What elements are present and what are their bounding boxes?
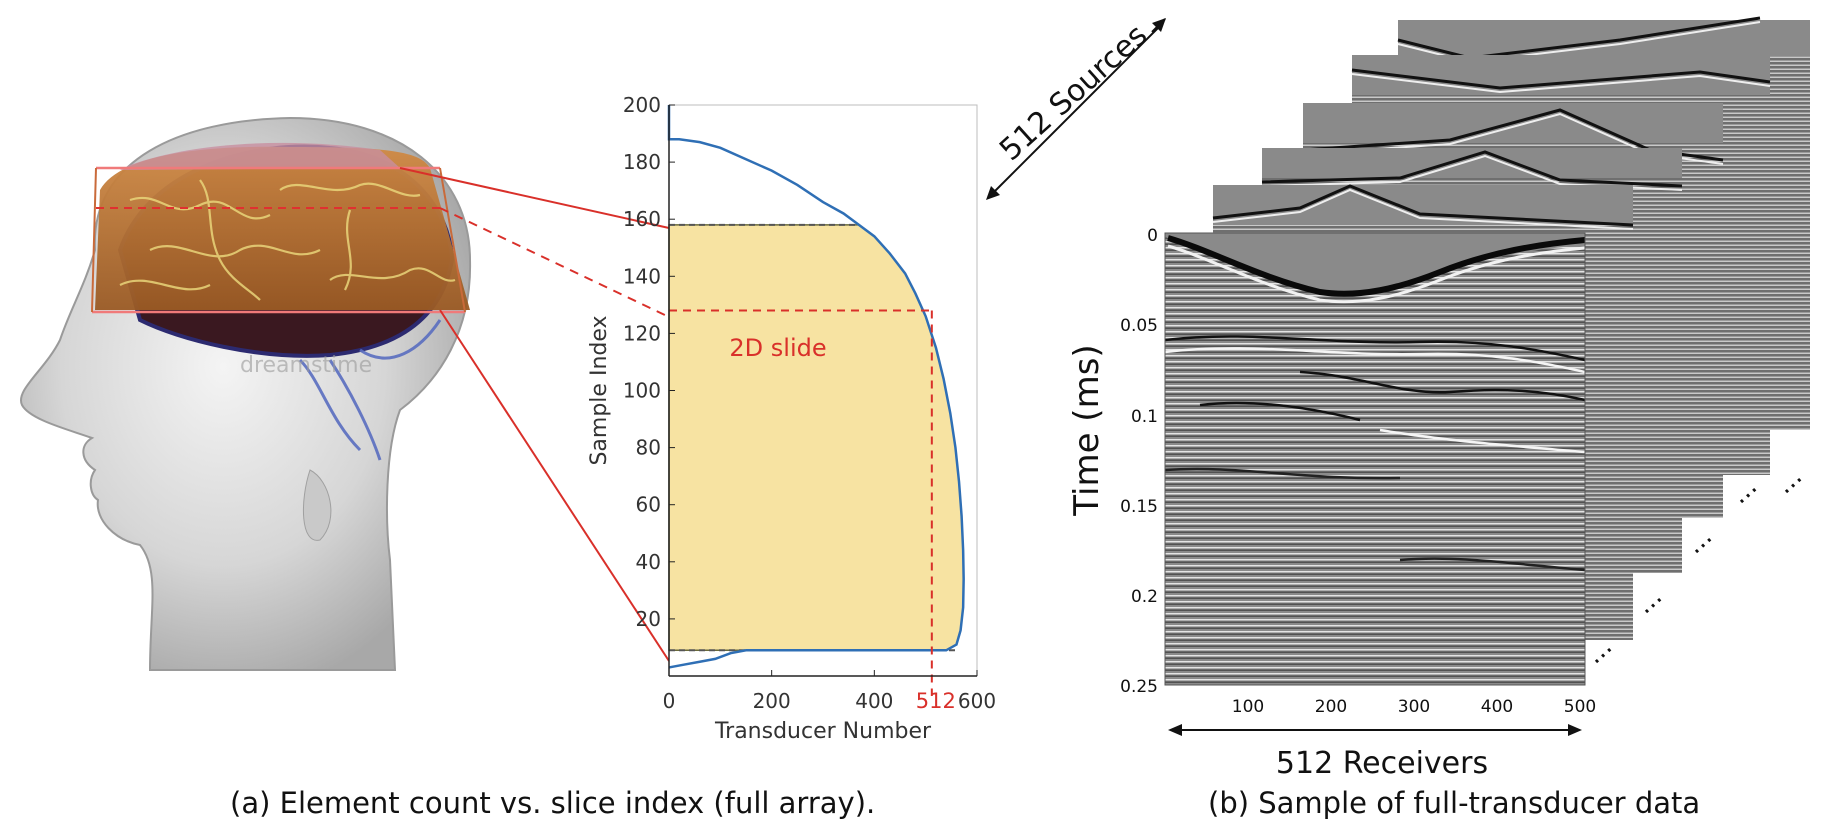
- x-tick-label: 400: [1481, 697, 1513, 717]
- ellipsis: ...: [1680, 521, 1719, 560]
- x-tick-label: 300: [1398, 697, 1430, 717]
- caption-a: (a) Element count vs. slice index (full …: [230, 786, 876, 820]
- x-tick-label: 500: [1564, 697, 1596, 717]
- x-tick-label: 100: [1232, 697, 1264, 717]
- ellipsis: ...: [1725, 471, 1764, 510]
- receivers-label: 512 Receivers: [1276, 746, 1488, 781]
- x-axis-label: Transducer Number: [714, 719, 932, 744]
- y-tick-label: 20: [636, 607, 661, 631]
- ellipsis: ...: [1770, 461, 1809, 500]
- y-tick-label: 160: [623, 207, 661, 231]
- y-tick-label: 100: [623, 379, 661, 403]
- y-tick-label: 0.05: [1120, 316, 1158, 336]
- ellipsis: ...: [1630, 581, 1669, 620]
- marker-label: 512: [916, 689, 956, 713]
- caption-b: (b) Sample of full-transducer data: [1208, 786, 1701, 820]
- y-tick-label: 60: [636, 493, 661, 517]
- x-tick-label: 200: [1315, 697, 1347, 717]
- x-tick-label: 0: [663, 689, 676, 713]
- sources-arrow: [986, 18, 1166, 200]
- y-tick-label: 0.25: [1120, 677, 1158, 697]
- y-tick-label: 0: [1147, 226, 1158, 246]
- receivers-arrow: [1168, 724, 1582, 736]
- connector-lines: [399, 167, 670, 662]
- element-count-curve: [667, 105, 965, 669]
- x-tick-label: 400: [855, 689, 893, 713]
- slide-label: 2D slide: [729, 334, 826, 362]
- seismic-stack: ... ... ... ... ... 0 0.05 0.1 0.15 0.2 …: [986, 16, 1810, 781]
- seismic-x-axis: 100 200 300 400 500: [1232, 697, 1596, 717]
- y-tick-label: 140: [623, 264, 661, 288]
- y-tick-label: 80: [636, 436, 661, 460]
- y-tick-label: 0.15: [1120, 497, 1158, 517]
- y-tick-label: 120: [623, 321, 661, 345]
- y-tick-label: 40: [636, 550, 661, 574]
- x-tick-label: 200: [753, 689, 791, 713]
- watermark-text: dreamstime: [240, 353, 372, 378]
- seismic-front-sheet: [1164, 232, 1586, 686]
- seismic-y-axis: 0 0.05 0.1 0.15 0.2 0.25: [1120, 226, 1158, 697]
- y-tick-label: 0.2: [1131, 587, 1158, 607]
- sources-label: 512 Sources: [993, 18, 1154, 168]
- y-tick-label: 180: [623, 150, 661, 174]
- x-tick-label: 600: [958, 689, 996, 713]
- time-axis-label: Time (ms): [1067, 344, 1107, 516]
- element-count-chart: 20 40 60 80 100 120 140 160 180 200 0 200 400 600 Tran…: [587, 93, 996, 744]
- y-axis-label: Sample Index: [587, 315, 612, 465]
- y-tick-label: 0.1: [1131, 407, 1158, 427]
- y-tick-label: 200: [623, 93, 661, 117]
- head-illustration: dreamstime: [19, 116, 472, 671]
